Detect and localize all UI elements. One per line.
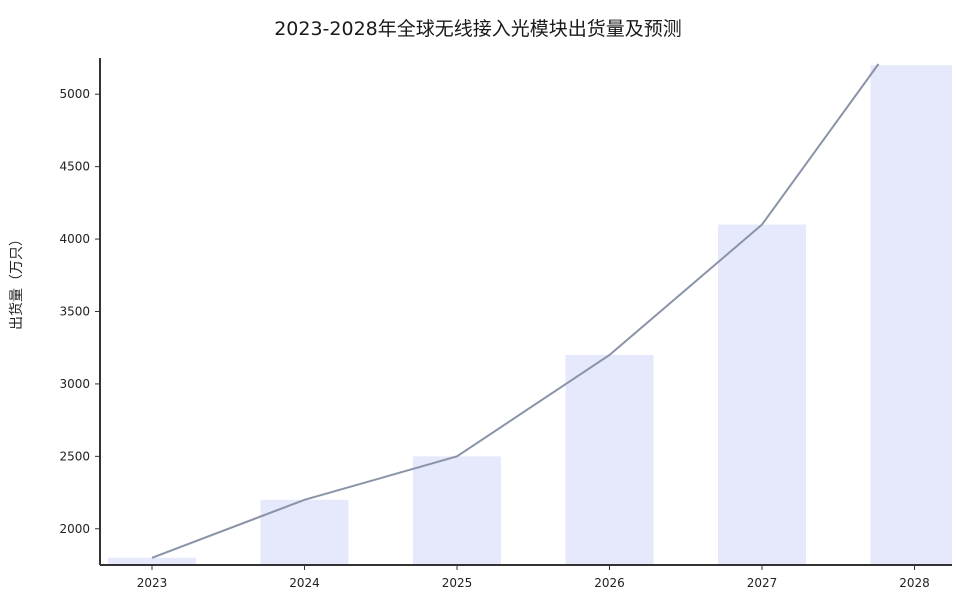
y-tick-label: 3000 — [59, 377, 90, 391]
x-tick-label: 2026 — [594, 576, 625, 590]
chart-title: 2023-2028年全球无线接入光模块出货量及预测 — [274, 18, 682, 40]
x-tick-label: 2023 — [137, 576, 168, 590]
bar — [108, 557, 196, 565]
bar — [413, 456, 501, 565]
y-tick-label: 3500 — [59, 305, 90, 319]
y-tick-label: 5000 — [59, 87, 90, 101]
x-tick-label: 2024 — [289, 576, 320, 590]
x-tick-label: 2028 — [899, 576, 930, 590]
x-tick-label: 2025 — [442, 576, 473, 590]
series-line — [151, 63, 880, 559]
bar — [260, 499, 349, 565]
y-tick-label: 4000 — [59, 232, 90, 246]
y-tick-label: 4500 — [59, 160, 90, 174]
bar — [565, 354, 654, 565]
y-tick-label: 2000 — [59, 522, 90, 536]
bar — [870, 65, 952, 565]
y-tick-label: 2500 — [59, 449, 90, 463]
x-tick-label: 2027 — [747, 576, 778, 590]
bar — [718, 224, 806, 566]
